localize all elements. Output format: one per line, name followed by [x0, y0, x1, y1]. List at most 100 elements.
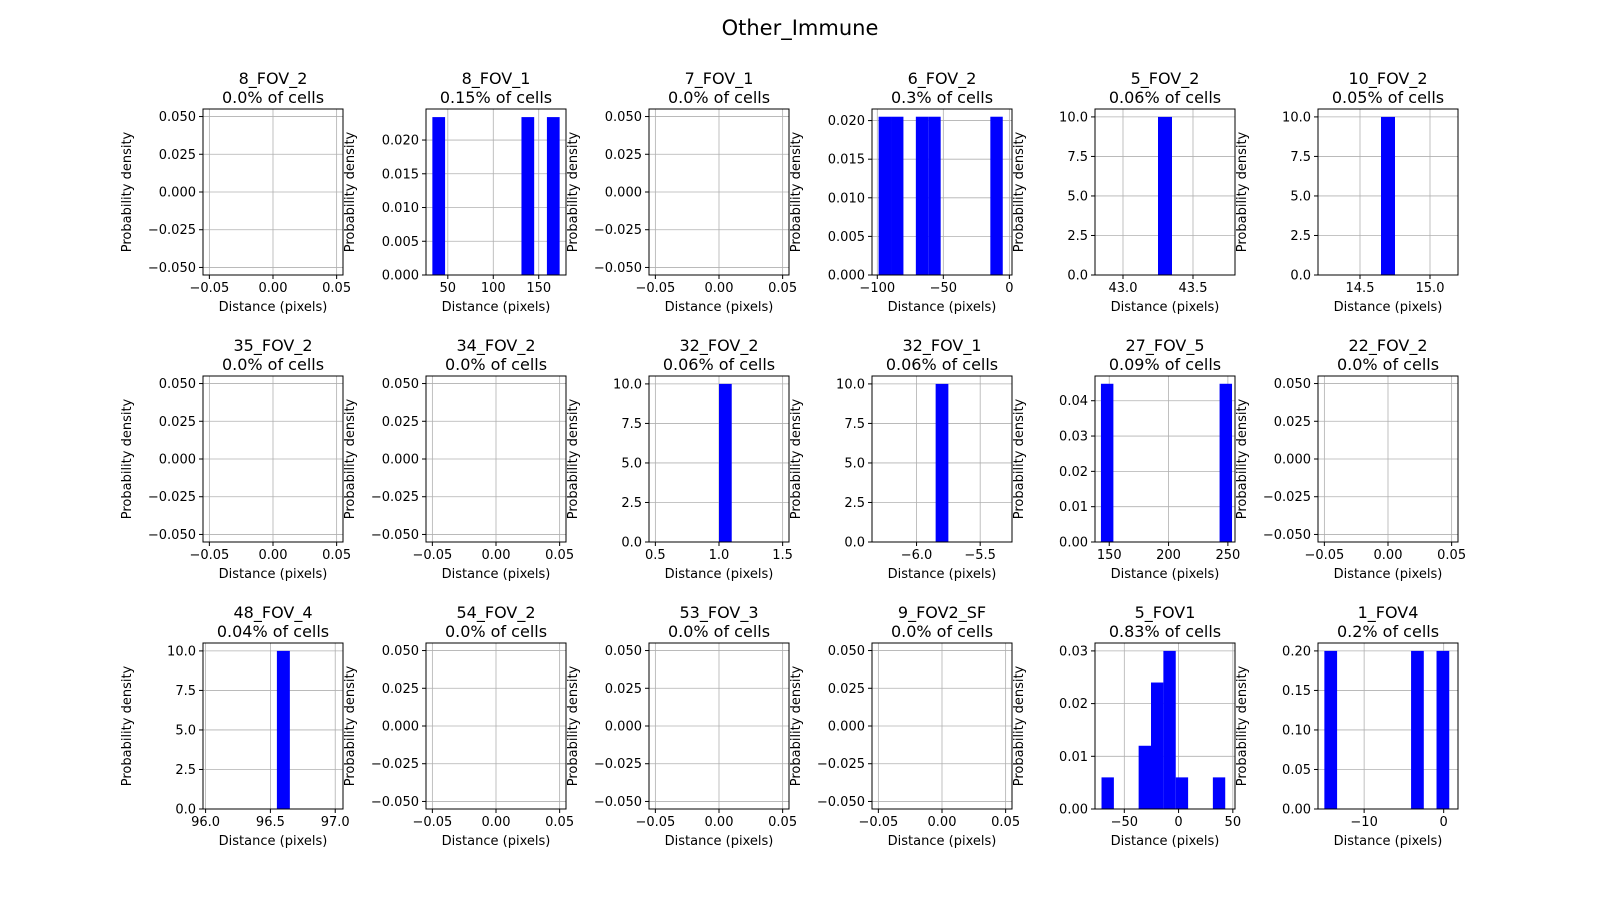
x-tick-label: 0.05: [322, 281, 351, 296]
y-tick-label: 10.0: [167, 644, 196, 659]
grid: [426, 109, 566, 276]
histogram-bar: [928, 116, 941, 275]
x-axis-label: Distance (pixels): [1334, 300, 1443, 315]
subplot-subtitle: 0.0% of cells: [668, 88, 770, 107]
y-tick-label: 10.0: [836, 377, 865, 392]
y-tick-label: 5.0: [175, 723, 196, 738]
figure-title: Other_Immune: [722, 16, 879, 41]
x-tick-label: −0.05: [412, 548, 452, 563]
x-axis-label: Distance (pixels): [219, 300, 328, 315]
x-tick-label: 250: [1215, 548, 1240, 563]
y-tick-label: 0.000: [828, 720, 865, 735]
x-tick-label: 0.00: [259, 548, 288, 563]
subplot-title: 34_FOV_2: [457, 336, 536, 356]
y-tick-label: 0.050: [159, 110, 196, 125]
x-tick-label: −6.0: [901, 548, 933, 563]
subplot-subtitle: 0.0% of cells: [222, 355, 324, 374]
y-axis-label: Probability density: [1235, 131, 1250, 252]
y-axis-label: Probability density: [343, 131, 358, 252]
x-axis-label: Distance (pixels): [219, 834, 328, 849]
subplot-subtitle: 0.0% of cells: [1337, 355, 1439, 374]
subplot-title: 8_FOV_2: [239, 69, 308, 89]
subplot: −0.05 0.00 0.05 −0.050 −0.025 0.000 0.025 0.050…: [1235, 336, 1466, 582]
y-tick-label: 10.0: [613, 377, 642, 392]
y-tick-label: 0.0: [1067, 269, 1088, 284]
y-tick-label: 0.000: [159, 453, 196, 468]
histogram-bar: [1436, 650, 1450, 809]
subplot-subtitle: 0.05% of cells: [1332, 88, 1444, 107]
x-axis-label: Distance (pixels): [665, 300, 774, 315]
y-tick-label: 0.050: [828, 644, 865, 659]
subplot-title: 1_FOV4: [1358, 603, 1419, 623]
y-tick-label: 0.025: [1274, 415, 1311, 430]
y-tick-label: 0.050: [382, 644, 419, 659]
subplot-title: 7_FOV_1: [685, 69, 754, 89]
x-tick-label: 0.5: [645, 548, 666, 563]
grid: [872, 643, 1012, 809]
subplot-subtitle: 0.0% of cells: [222, 88, 324, 107]
subplot-title: 35_FOV_2: [234, 336, 313, 356]
y-tick-label: 0.020: [828, 114, 865, 129]
subplot-title: 22_FOV_2: [1349, 336, 1428, 356]
subplot: 14.5 15.0 0.0 2.5 5.0 7.5 10.0 Distance (pixels…: [1235, 69, 1459, 315]
y-tick-label: 0.0: [1290, 269, 1311, 284]
x-axis-label: Distance (pixels): [888, 567, 997, 582]
y-tick-label: 0.025: [382, 415, 419, 430]
subplot-title: 54_FOV_2: [457, 603, 536, 623]
y-tick-label: 0.00: [1059, 536, 1088, 551]
y-tick-label: −0.025: [371, 757, 419, 772]
x-tick-label: 0: [1174, 815, 1182, 830]
histogram-bar: [546, 117, 560, 275]
subplot: −10 0 0.00 0.05 0.10 0.15 0.20 Distance (pixels…: [1235, 603, 1459, 849]
y-tick-label: 0.05: [1282, 763, 1311, 778]
y-tick-label: −0.050: [1263, 528, 1311, 543]
subplot-subtitle: 0.06% of cells: [886, 355, 998, 374]
y-tick-label: 0.050: [382, 377, 419, 392]
y-axis-label: Probability density: [566, 131, 581, 252]
histogram-bar: [1212, 777, 1226, 809]
histogram-bar: [1163, 650, 1176, 809]
subplot-title: 9_FOV2_SF: [898, 603, 986, 623]
x-tick-label: −0.05: [1304, 548, 1344, 563]
histogram-bar: [521, 117, 535, 275]
x-tick-label: 0.05: [768, 815, 797, 830]
y-tick-label: 0.025: [605, 148, 642, 163]
y-axis-label: Probability density: [1012, 131, 1027, 252]
histogram-bar: [1158, 116, 1172, 276]
subplot: −0.05 0.00 0.05 −0.050 −0.025 0.000 0.025 0.050…: [343, 603, 574, 849]
subplot: 50 100 150 0.000 0.005 0.010 0.015 0.020 Distanc…: [343, 69, 567, 315]
y-tick-label: 10.0: [1282, 110, 1311, 125]
subplot: −0.05 0.00 0.05 −0.050 −0.025 0.000 0.025 0.050…: [120, 336, 351, 582]
x-axis-label: Distance (pixels): [442, 834, 551, 849]
subplot-title: 5_FOV_2: [1131, 69, 1200, 89]
x-tick-label: 14.5: [1346, 281, 1375, 296]
y-tick-label: 7.5: [175, 684, 196, 699]
axes-frame: [1317, 108, 1459, 276]
subplot: 0.5 1.0 1.5 0.0 2.5 5.0 7.5 10.0 Distance (pixel…: [566, 336, 793, 582]
y-tick-label: 10.0: [1059, 110, 1088, 125]
x-tick-label: 0.05: [1437, 548, 1466, 563]
histogram-bar: [935, 383, 949, 542]
y-axis-label: Probability density: [120, 131, 135, 252]
x-axis-label: Distance (pixels): [219, 567, 328, 582]
x-axis-label: Distance (pixels): [888, 300, 997, 315]
y-tick-label: 2.5: [1290, 229, 1311, 244]
y-tick-label: 0.20: [1282, 644, 1311, 659]
x-tick-label: 0: [1005, 281, 1013, 296]
x-tick-label: −0.05: [412, 815, 452, 830]
y-axis-label: Probability density: [566, 398, 581, 519]
y-tick-label: −0.025: [1263, 490, 1311, 505]
y-tick-label: 0.000: [828, 269, 865, 284]
x-tick-label: 0.00: [482, 815, 511, 830]
y-tick-label: −0.050: [594, 795, 642, 810]
subplot-subtitle: 0.0% of cells: [445, 622, 547, 641]
subplot-subtitle: 0.83% of cells: [1109, 622, 1221, 641]
histogram-bar: [276, 650, 290, 809]
x-tick-label: −50: [1111, 815, 1138, 830]
histogram-bar: [990, 116, 1003, 275]
x-axis-label: Distance (pixels): [442, 300, 551, 315]
subplot: −0.05 0.00 0.05 −0.050 −0.025 0.000 0.025 0.050…: [566, 603, 797, 849]
subplot: −0.05 0.00 0.05 −0.050 −0.025 0.000 0.025 0.050…: [120, 69, 351, 315]
grid: [203, 109, 343, 275]
